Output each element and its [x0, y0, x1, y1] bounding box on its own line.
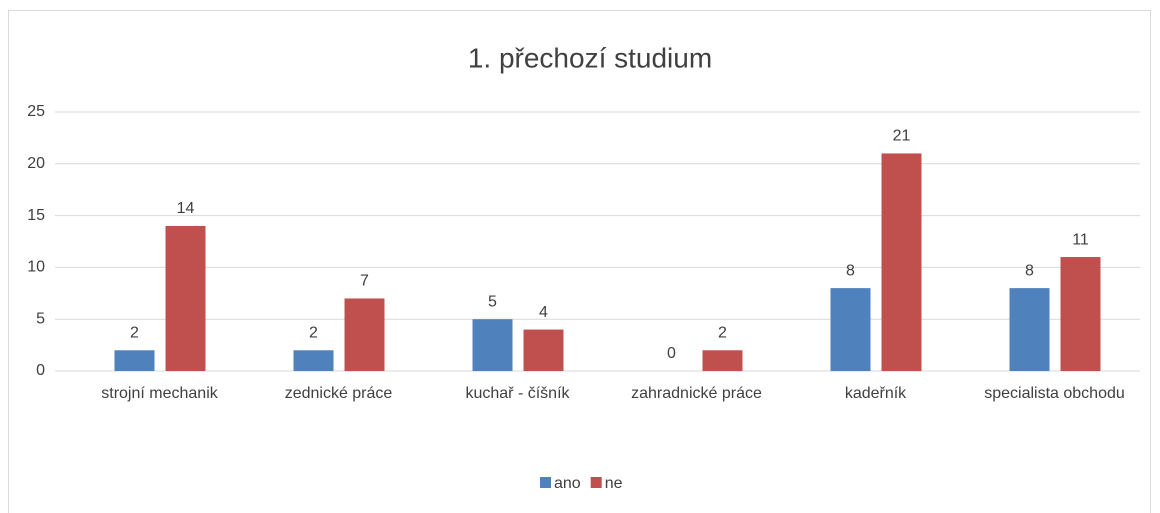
chart-title: 1. přechozí studium [468, 42, 712, 73]
bar [165, 225, 206, 371]
data-label: 7 [360, 273, 369, 290]
bar [881, 153, 922, 371]
y-tick-label: 5 [36, 310, 45, 327]
data-label: 2 [309, 324, 318, 341]
x-tick-label: kuchař - číšník [465, 385, 570, 402]
bar [472, 319, 513, 371]
data-label: 8 [1025, 262, 1034, 279]
bar [1009, 288, 1050, 371]
data-label: 2 [718, 324, 727, 341]
legend-swatch [540, 477, 551, 488]
y-tick-label: 10 [27, 259, 45, 276]
bar [702, 350, 743, 371]
x-tick-label: zednické práce [285, 385, 393, 402]
legend-label: ne [605, 475, 623, 492]
bar [344, 298, 385, 371]
y-tick-label: 15 [27, 207, 45, 224]
data-label: 0 [667, 345, 676, 362]
x-tick-label: strojní mechanik [101, 385, 218, 402]
data-label: 4 [539, 304, 548, 321]
y-tick-label: 20 [27, 155, 45, 172]
data-label: 5 [488, 293, 497, 310]
x-tick-label: kadeřník [845, 385, 907, 402]
data-label: 14 [177, 200, 195, 217]
data-label: 21 [893, 128, 911, 145]
x-tick-label: specialista obchodu [984, 385, 1125, 402]
data-label: 8 [846, 262, 855, 279]
bar [1060, 257, 1101, 371]
bar [114, 350, 155, 371]
x-tick-label: zahradnické práce [631, 385, 762, 402]
y-tick-label: 0 [36, 362, 45, 379]
bar [523, 329, 564, 371]
legend-label: ano [554, 475, 581, 492]
data-label: 11 [1072, 231, 1089, 248]
data-label: 2 [130, 324, 139, 341]
bar [830, 288, 871, 371]
y-tick-label: 25 [27, 103, 45, 120]
legend-swatch [590, 477, 602, 488]
bar [293, 350, 334, 371]
